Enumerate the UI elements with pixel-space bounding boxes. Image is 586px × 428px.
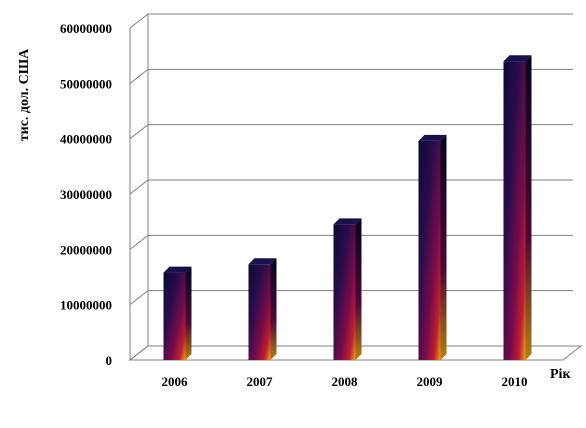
bar-front: [333, 224, 356, 360]
x-tick-label: 2009: [417, 374, 444, 389]
y-tick-labels: 0 10000000 20000000 30000000 40000000 5000000…: [60, 21, 112, 368]
y-tick-label: 20000000: [60, 242, 112, 257]
bar-2010: [503, 55, 532, 360]
gridline-diagonal: [129, 124, 149, 140]
bar-2008: [333, 218, 362, 360]
bar-side: [525, 55, 532, 360]
bar-side: [440, 134, 447, 360]
bar-2006: [163, 266, 192, 360]
gridline-diagonal: [129, 290, 149, 306]
gridline-diagonal: [129, 68, 149, 84]
bar-top: [503, 55, 532, 62]
y-tick-label: 10000000: [60, 298, 112, 313]
x-tick-label: 2006: [162, 374, 189, 389]
gridline-diagonal: [129, 179, 149, 195]
bar-front: [163, 272, 186, 360]
bar-side: [270, 258, 277, 360]
gridline-diagonal: [129, 13, 149, 29]
bars-group: [163, 55, 532, 360]
y-tick-label: 30000000: [60, 187, 112, 202]
x-tick-label: 2007: [247, 374, 274, 389]
bar-2007: [248, 258, 277, 360]
bar-2009: [418, 134, 447, 360]
bar-front: [248, 264, 271, 360]
bar-front: [418, 140, 441, 360]
y-tick-label: 50000000: [60, 76, 112, 91]
bar-side: [185, 266, 192, 360]
x-tick-label: 2010: [502, 374, 528, 389]
bar-top: [248, 258, 277, 265]
y-tick-label: 0: [106, 353, 113, 368]
bar-side: [355, 218, 362, 360]
bar-top: [163, 266, 192, 273]
x-tick-labels: 2006 2007 2008 2009 2010: [162, 374, 528, 389]
bar-front: [503, 61, 526, 360]
x-tick-label: 2008: [332, 374, 359, 389]
bar-top: [418, 134, 447, 141]
x-axis-title: Рік: [550, 367, 571, 382]
gridline-diagonal: [129, 234, 149, 250]
bar-top: [333, 218, 362, 225]
y-tick-label: 40000000: [60, 132, 112, 147]
y-tick-label: 60000000: [60, 21, 112, 36]
y-axis-title: тис. дол. США: [17, 48, 32, 141]
